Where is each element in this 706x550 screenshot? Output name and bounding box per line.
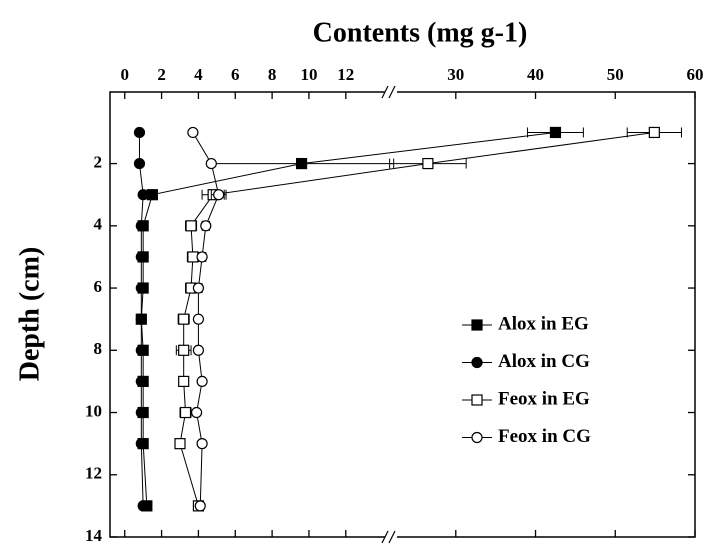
data-point [196, 375, 208, 388]
data-point [192, 344, 205, 356]
chart-title: Contents (mg g-1) [313, 17, 528, 48]
data-point [135, 251, 147, 263]
data-point [137, 500, 149, 512]
y-tick-label: 2 [94, 152, 103, 171]
y-axis-label: Depth (cm) [14, 247, 45, 382]
legend-marker [471, 356, 483, 369]
legend-label: Alox in CG [498, 351, 590, 372]
data-point [200, 220, 212, 232]
data-point [194, 500, 206, 512]
data-point [196, 438, 208, 450]
x-tick-label: 0 [120, 65, 129, 84]
x-tick-label: 4 [194, 65, 203, 84]
x-tick-label: 30 [447, 65, 464, 84]
x-tick-label: 10 [300, 65, 317, 84]
x-tick-label: 2 [157, 65, 166, 84]
data-point [187, 251, 199, 263]
data-point [648, 126, 660, 139]
legend-marker [471, 319, 483, 331]
data-point [178, 375, 190, 388]
data-point [192, 282, 205, 294]
legend-marker [471, 394, 483, 406]
legend-marker [471, 431, 483, 444]
data-point [135, 344, 147, 356]
data-point [185, 220, 197, 232]
x-tick-label: 6 [231, 65, 240, 84]
data-point [135, 406, 147, 419]
data-point [135, 220, 147, 232]
data-point [422, 157, 434, 170]
legend-label: Alox in EG [498, 313, 589, 334]
data-point [178, 344, 190, 356]
y-tick-label: 6 [94, 277, 103, 296]
data-point [196, 251, 208, 263]
x-tick-label: 12 [337, 65, 354, 84]
data-point [135, 282, 147, 294]
x-tick-label: 40 [527, 65, 544, 84]
y-tick-label: 12 [85, 464, 102, 483]
axis-break [381, 85, 396, 544]
data-point [192, 313, 205, 325]
data-point [190, 406, 203, 419]
plot-frame [109, 91, 696, 538]
data-point [178, 313, 190, 325]
data-point [137, 189, 149, 201]
x-tick-label: 8 [268, 65, 277, 84]
y-tick-label: 14 [85, 526, 103, 545]
y-tick-label: 8 [94, 339, 103, 358]
legend-label: Feox in EG [498, 388, 590, 409]
data-point [133, 157, 146, 170]
data-point [135, 375, 147, 388]
data-point [213, 189, 225, 201]
data-point [174, 438, 186, 450]
x-tick-label: 60 [687, 65, 704, 84]
data-point [179, 406, 192, 419]
data-point [205, 157, 217, 170]
data-point [295, 157, 308, 170]
data-point [133, 126, 146, 139]
legend-label: Feox in CG [498, 426, 591, 447]
data-point [187, 126, 199, 139]
data-point [146, 189, 158, 201]
x-tick-label: 50 [607, 65, 624, 84]
y-tick-label: 10 [85, 401, 102, 420]
data-point [135, 438, 147, 450]
data-point [135, 313, 147, 325]
y-tick-label: 4 [94, 215, 103, 234]
data-point [549, 126, 562, 139]
